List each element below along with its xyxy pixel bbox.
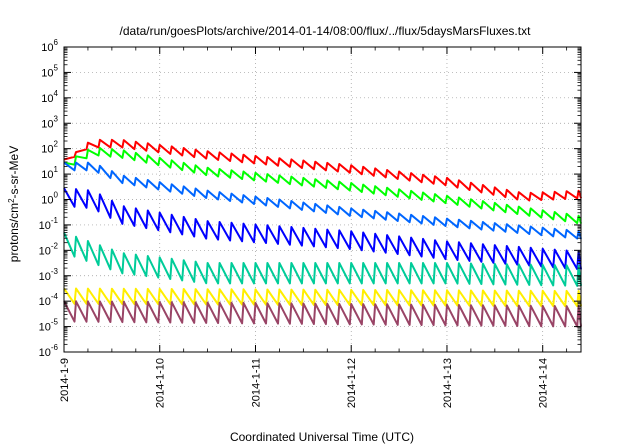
y-tick-label-exponent: -5 [51, 318, 59, 327]
y-axis-label-superscript: 2 [7, 198, 16, 203]
x-tick-label: 2014-1-13 [442, 358, 454, 408]
x-tick-labels: 2014-1-9 2014-1-10 2014-1-11 2014-1-12 2014-… [59, 358, 550, 408]
y-tick-label-base: 10 [39, 296, 51, 308]
x-tick-label: 2014-1-10 [155, 358, 167, 408]
y-tick-labels: 10-610-510-410-310-210-11001011021031041… [39, 38, 59, 359]
y-tick-label-exponent: -3 [51, 267, 59, 276]
series-line [63, 232, 582, 287]
series-line [63, 138, 582, 202]
y-tick-label-base: 10 [39, 271, 51, 283]
series-line [63, 300, 582, 328]
series-line [63, 287, 582, 308]
y-tick-label-exponent: -2 [51, 241, 59, 250]
y-tick-label-base: 10 [41, 67, 53, 79]
chart-title: /data/run/goesPlots/archive/2014-01-14/0… [120, 24, 532, 38]
y-tick-label-exponent: 0 [54, 191, 59, 200]
y-tick-label: 10-6 [39, 343, 59, 359]
y-tick-label: 100 [41, 191, 58, 207]
y-tick-label-base: 10 [39, 322, 51, 334]
series-lines [63, 138, 582, 328]
y-tick-label: 102 [41, 140, 58, 156]
y-tick-label: 101 [41, 165, 58, 181]
y-tick-label: 106 [41, 38, 58, 54]
y-tick-label-exponent: -1 [51, 216, 59, 225]
y-tick-label-exponent: 4 [54, 89, 59, 98]
y-tick-label-base: 10 [41, 42, 53, 54]
y-tick-label-base: 10 [41, 118, 53, 130]
x-tick-label: 2014-1-11 [250, 358, 262, 407]
y-tick-label: 10-4 [39, 292, 59, 308]
y-tick-label-exponent: 3 [54, 114, 59, 123]
y-tick-label-base: 10 [41, 93, 53, 105]
y-tick-label-base: 10 [41, 195, 53, 207]
x-axis-label: Coordinated Universal Time (UTC) [230, 430, 414, 444]
y-tick-label-base: 10 [39, 220, 51, 232]
axis-ticks [63, 46, 581, 353]
y-tick-label-exponent: 2 [54, 140, 59, 149]
x-tick-label: 2014-1-9 [59, 358, 71, 402]
y-tick-label-exponent: 1 [54, 165, 59, 174]
series-line [63, 147, 582, 225]
y-tick-label: 10-3 [39, 267, 59, 283]
y-tick-label-base: 10 [39, 347, 51, 359]
y-tick-label-exponent: 6 [54, 38, 59, 47]
y-tick-label-base: 10 [41, 144, 53, 156]
y-tick-label-base: 10 [41, 169, 53, 181]
grid-lines [64, 47, 581, 352]
y-axis-label-prefix: protons/cm [7, 203, 21, 262]
y-tick-label: 105 [41, 63, 58, 79]
series-line [63, 161, 582, 240]
y-tick-label-exponent: -4 [51, 292, 59, 301]
y-tick-label-exponent: -6 [51, 343, 59, 352]
y-tick-label: 10-2 [39, 241, 59, 257]
y-tick-label-exponent: 5 [54, 63, 59, 72]
y-tick-label: 103 [41, 114, 58, 130]
y-axis-label: protons/cm2-s-sr-MeV [7, 146, 22, 262]
x-tick-label: 2014-1-12 [346, 358, 358, 408]
y-tick-label-base: 10 [39, 245, 51, 257]
y-tick-label: 10-5 [39, 318, 59, 334]
y-tick-label: 10-1 [39, 216, 59, 232]
plot-frame [63, 46, 582, 353]
series-line [63, 187, 582, 271]
y-tick-label: 104 [41, 89, 58, 105]
y-axis-label-suffix: -s-sr-MeV [7, 146, 21, 199]
x-tick-label: 2014-1-14 [538, 358, 550, 408]
